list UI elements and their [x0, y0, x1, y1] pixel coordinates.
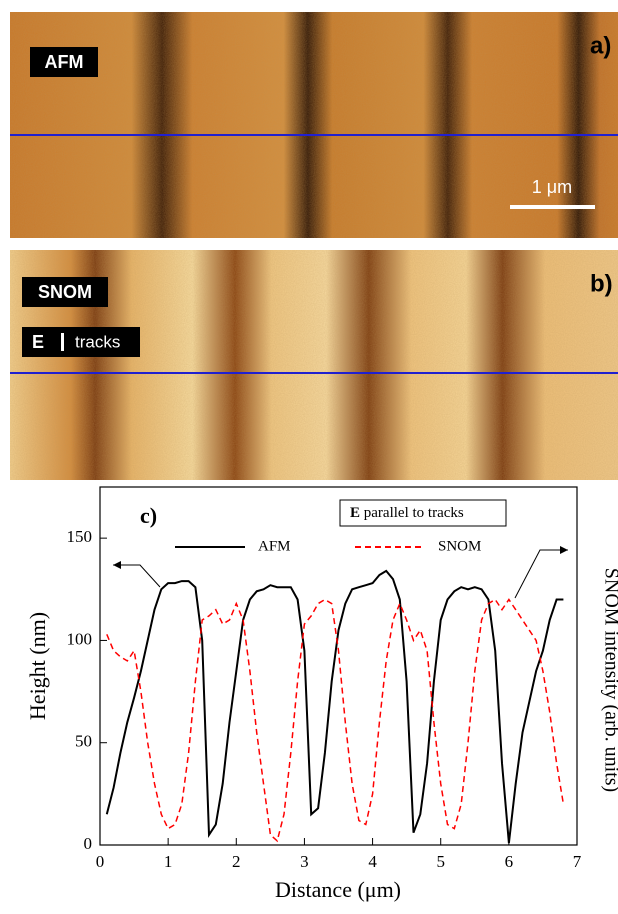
- annotation-symbol: E: [350, 505, 360, 521]
- arrowhead: [113, 561, 121, 569]
- annotation-text: parallel to tracks: [364, 505, 464, 521]
- series-line: [105, 569, 564, 844]
- x-tick-label: 6: [505, 852, 514, 871]
- tag-box: [22, 327, 140, 357]
- annotation-arrow: [514, 549, 568, 599]
- legend-label: AFM: [258, 538, 291, 554]
- y2-axis-label: SNOM intensity (arb. units): [600, 568, 618, 792]
- snom-tag: SNOM: [38, 282, 92, 302]
- panel-label: c): [140, 503, 157, 528]
- tag-box: [30, 47, 98, 77]
- x-tick-label: 4: [368, 852, 377, 871]
- field-symbol: E: [32, 332, 44, 352]
- scale-bar-label: 1 μm: [532, 177, 572, 197]
- line-chart: c) E parallel to tracks Distance (μm) He…: [25, 486, 618, 902]
- annotation: E parallel to tracks: [350, 505, 464, 521]
- panel-label: a): [590, 32, 611, 59]
- snom-image: SNOM E tracks b): [10, 250, 618, 480]
- afm-tag: AFM: [45, 52, 84, 72]
- legend-label: SNOM: [438, 538, 481, 554]
- snom-texture: [10, 250, 618, 480]
- x-tick-label: 0: [96, 852, 105, 871]
- series-line: [106, 598, 565, 843]
- x-tick-label: 1: [164, 852, 173, 871]
- x-tick-label: 5: [436, 852, 445, 871]
- y-tick-label: 100: [67, 629, 93, 648]
- afm-texture: [10, 12, 618, 238]
- arrowhead: [560, 546, 568, 554]
- field-text: tracks: [75, 332, 120, 351]
- y-tick-label: 150: [67, 527, 93, 546]
- panel-label: b): [590, 270, 613, 297]
- annotation-arrow: [113, 564, 161, 588]
- y-axis-label: Height (nm): [25, 612, 50, 720]
- x-axis-label: Distance (μm): [275, 877, 401, 902]
- plot-frame: [99, 486, 578, 846]
- x-tick-label: 2: [232, 852, 241, 871]
- afm-image: AFM a) 1 μm: [10, 12, 618, 238]
- parallel-mark: [61, 333, 64, 351]
- y-tick-label: 50: [75, 732, 92, 751]
- y-tick-label: 0: [84, 834, 93, 853]
- tag-box: [22, 277, 108, 307]
- x-tick-label: 7: [573, 852, 582, 871]
- scale-bar: [510, 205, 595, 209]
- x-tick-label: 3: [300, 852, 309, 871]
- annotation-box: [339, 499, 507, 527]
